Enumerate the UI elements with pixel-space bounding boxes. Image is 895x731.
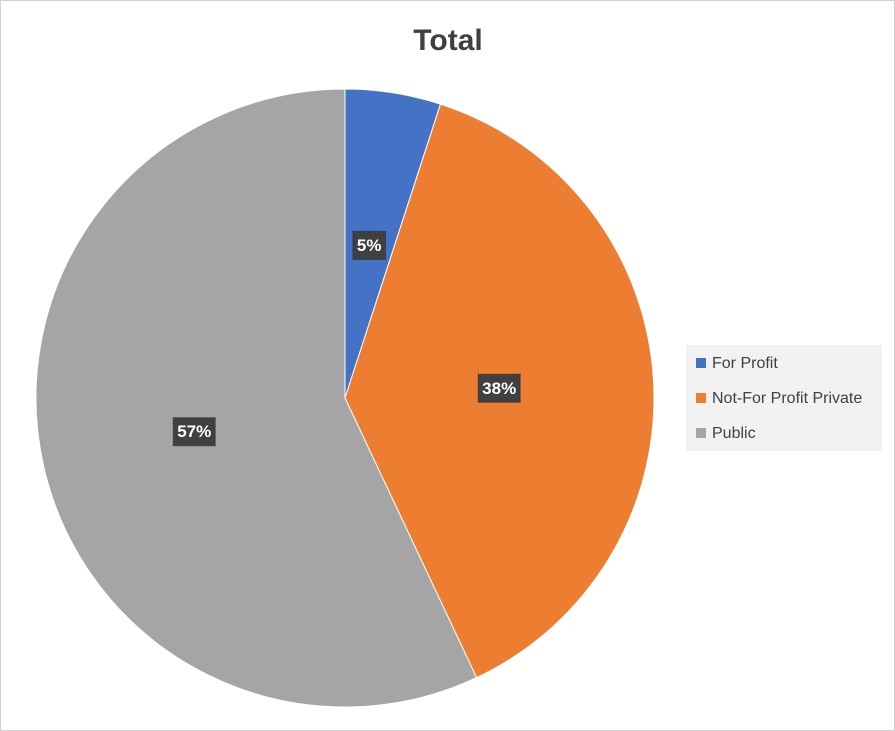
data-label-text: 57% (177, 422, 211, 441)
legend-label: Not-For Profit Private (712, 390, 862, 407)
legend: For Profit Not-For Profit Private Public (696, 355, 862, 442)
data-label: 38% (477, 373, 521, 403)
data-label: 57% (172, 417, 216, 447)
data-label-text: 5% (357, 236, 382, 255)
legend-swatch (696, 393, 706, 403)
pie-slice (35, 88, 478, 708)
data-label-box (352, 230, 386, 260)
legend-swatch (696, 428, 706, 438)
data-labels: 5% 38% 57% (172, 230, 521, 447)
data-label-text: 38% (482, 379, 516, 398)
data-label-box (477, 373, 521, 403)
data-label: 5% (352, 230, 386, 260)
legend-label: Public (712, 425, 756, 442)
chart-title: Total (413, 24, 482, 57)
legend-box (686, 345, 882, 451)
pie (35, 88, 655, 708)
data-label-box (172, 417, 216, 447)
legend-label: For Profit (712, 355, 778, 372)
legend-swatch (696, 358, 706, 368)
